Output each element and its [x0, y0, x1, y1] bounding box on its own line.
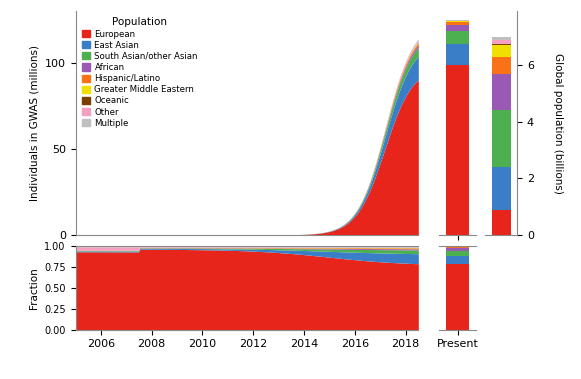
Bar [492, 210, 511, 235]
Bar [492, 37, 511, 40]
Bar [446, 255, 469, 264]
Bar [446, 31, 469, 44]
Bar [492, 45, 511, 56]
Bar [446, 21, 469, 22]
Y-axis label: Fraction: Fraction [28, 267, 38, 309]
Bar [446, 249, 469, 251]
Bar [446, 25, 469, 31]
Legend: European, East Asian, South Asian/other Asian, African, Hispanic/Latino, Greater: European, East Asian, South Asian/other … [80, 16, 200, 130]
Bar [446, 247, 469, 249]
Bar [492, 74, 511, 110]
Bar [446, 65, 469, 235]
Bar [492, 110, 511, 167]
Y-axis label: Individuals in GWAS (millions): Individuals in GWAS (millions) [29, 45, 40, 201]
Bar [492, 56, 511, 74]
Bar [446, 264, 469, 330]
Bar [492, 44, 511, 45]
Bar [492, 40, 511, 44]
Bar [492, 167, 511, 210]
Bar [446, 251, 469, 255]
Bar [446, 20, 469, 21]
Bar [446, 22, 469, 25]
Bar [446, 44, 469, 65]
Y-axis label: Global population (billions): Global population (billions) [553, 53, 564, 194]
